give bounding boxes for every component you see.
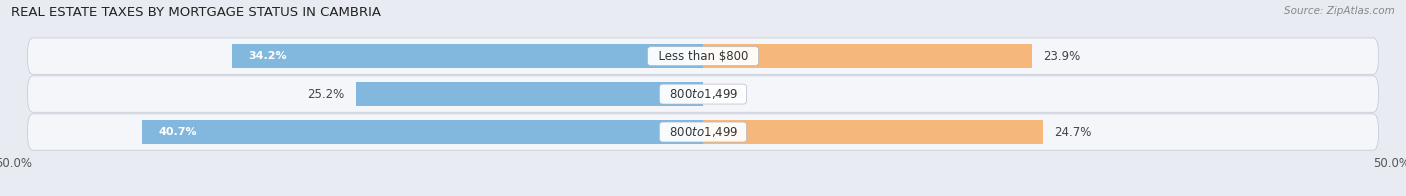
Text: 25.2%: 25.2% bbox=[308, 88, 344, 101]
Text: 23.9%: 23.9% bbox=[1043, 50, 1081, 63]
Bar bbox=[232, 44, 703, 68]
FancyBboxPatch shape bbox=[28, 38, 1378, 74]
Text: 34.2%: 34.2% bbox=[249, 51, 287, 61]
Text: REAL ESTATE TAXES BY MORTGAGE STATUS IN CAMBRIA: REAL ESTATE TAXES BY MORTGAGE STATUS IN … bbox=[11, 6, 381, 19]
Bar bbox=[703, 120, 1043, 144]
Text: Less than $800: Less than $800 bbox=[651, 50, 755, 63]
Text: Source: ZipAtlas.com: Source: ZipAtlas.com bbox=[1284, 6, 1395, 16]
Text: 24.7%: 24.7% bbox=[1054, 125, 1091, 139]
Bar bbox=[356, 82, 703, 106]
Text: $800 to $1,499: $800 to $1,499 bbox=[662, 87, 744, 101]
FancyBboxPatch shape bbox=[28, 76, 1378, 112]
Text: $800 to $1,499: $800 to $1,499 bbox=[662, 125, 744, 139]
Bar bbox=[703, 44, 1032, 68]
Text: 40.7%: 40.7% bbox=[159, 127, 197, 137]
Text: 0.0%: 0.0% bbox=[714, 88, 744, 101]
FancyBboxPatch shape bbox=[28, 114, 1378, 150]
Bar bbox=[142, 120, 703, 144]
